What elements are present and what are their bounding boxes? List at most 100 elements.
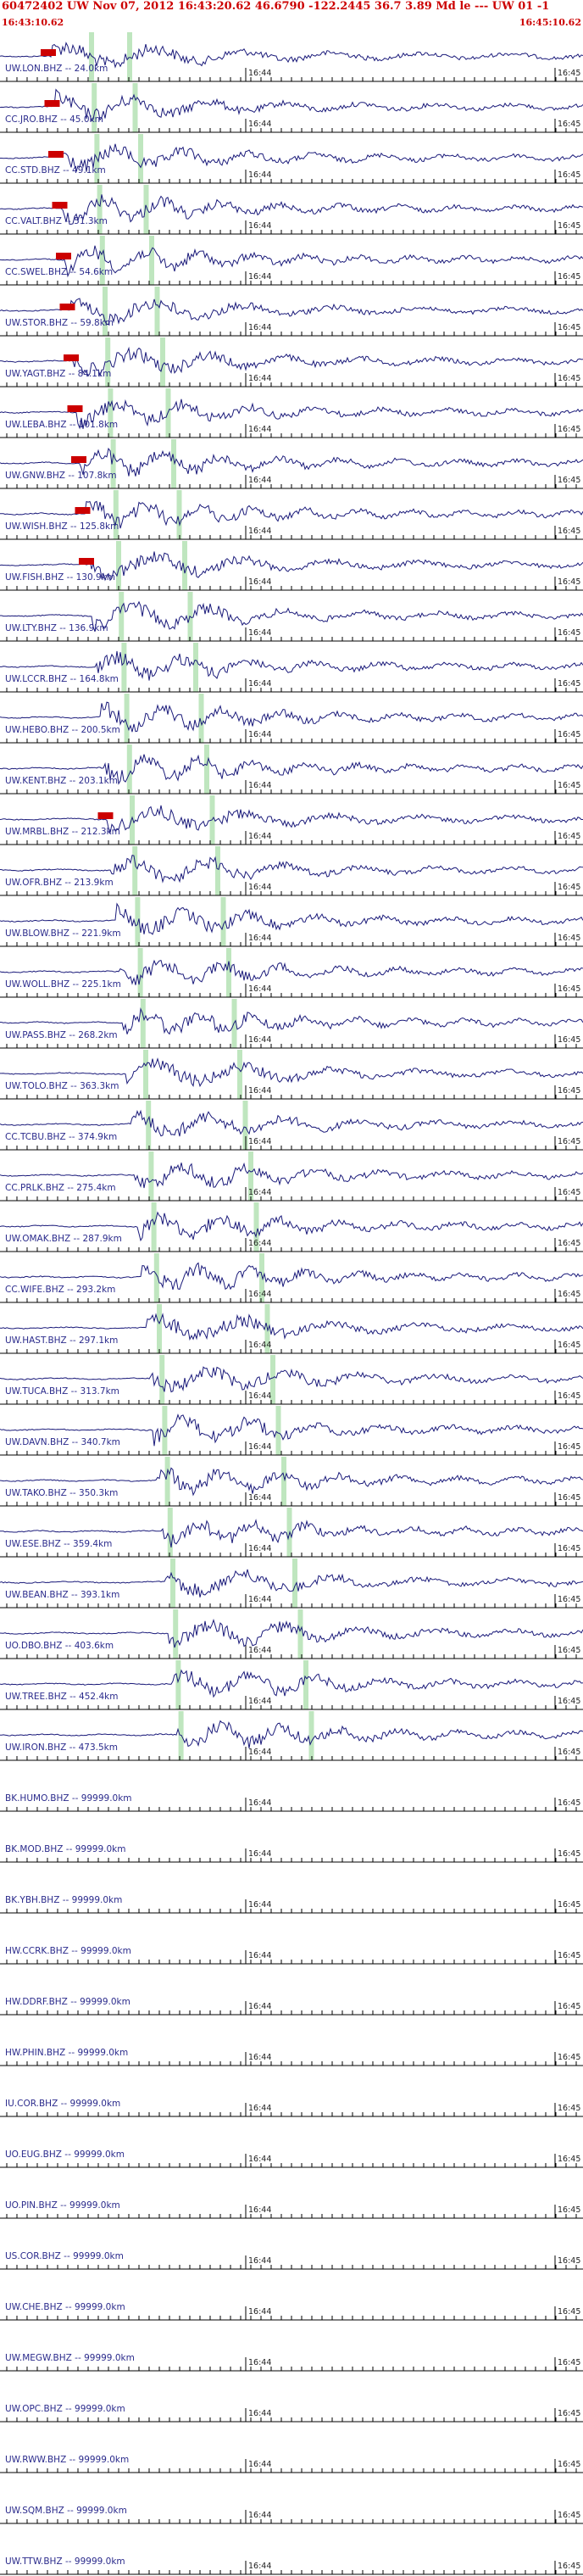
pick-marker bbox=[97, 812, 114, 819]
waveform-trace bbox=[0, 854, 583, 884]
time-label: 16:45 bbox=[558, 120, 580, 129]
waveform-trace bbox=[0, 650, 583, 681]
time-label: 16:44 bbox=[248, 2002, 271, 2011]
pick-marker bbox=[75, 507, 91, 514]
time-label: 16:45 bbox=[558, 2511, 580, 2520]
pick-marker bbox=[71, 456, 86, 463]
station-label: CC.SWEL.BHZ -- 54.6km bbox=[5, 267, 113, 277]
time-label: 16:45 bbox=[558, 69, 580, 78]
station-label: UW.TOLO.BHZ -- 363.3km bbox=[5, 1081, 119, 1091]
waveform-trace bbox=[0, 1467, 583, 1497]
station-label: BK.MOD.BHZ -- 99999.0km bbox=[5, 1844, 125, 1854]
time-label: 16:44 bbox=[248, 832, 271, 841]
p-phase-band bbox=[135, 897, 141, 946]
time-label: 16:45 bbox=[558, 1137, 580, 1146]
time-label: 16:45 bbox=[558, 1493, 580, 1503]
time-label: 16:44 bbox=[248, 1544, 271, 1553]
time-label: 16:45 bbox=[558, 323, 580, 332]
waveform-trace bbox=[0, 1262, 583, 1291]
time-label: 16:44 bbox=[248, 1391, 271, 1401]
waveform-trace bbox=[0, 1211, 583, 1242]
s-phase-band bbox=[143, 185, 149, 234]
time-label: 16:45 bbox=[558, 730, 580, 739]
p-phase-band bbox=[113, 490, 119, 539]
time-label: 16:45 bbox=[558, 527, 580, 536]
time-label: 16:45 bbox=[558, 476, 580, 485]
station-label: CC.STD.BHZ -- 49.1km bbox=[5, 165, 106, 176]
time-label: 16:45 bbox=[558, 1900, 580, 1910]
time-label: 16:44 bbox=[248, 1035, 271, 1045]
s-phase-band bbox=[308, 1711, 314, 1760]
p-phase-band bbox=[162, 1406, 168, 1455]
s-phase-band bbox=[198, 694, 204, 743]
p-phase-band bbox=[105, 337, 111, 387]
station-label: UW.OMAK.BHZ -- 287.9km bbox=[5, 1234, 122, 1244]
s-phase-band bbox=[270, 1355, 275, 1404]
pick-marker bbox=[67, 405, 83, 412]
station-label: UW.RWW.BHZ -- 99999.0km bbox=[5, 2455, 129, 2465]
station-label: HW.PHIN.BHZ -- 99999.0km bbox=[5, 2048, 128, 2058]
station-label: UW.LCCR.BHZ -- 164.8km bbox=[5, 674, 119, 684]
time-label: 16:44 bbox=[248, 2053, 271, 2062]
waveform-trace bbox=[0, 1669, 583, 1698]
time-label: 16:45 bbox=[558, 2409, 580, 2418]
time-label: 16:44 bbox=[248, 577, 271, 587]
time-label: 16:44 bbox=[248, 2155, 271, 2164]
pick-marker bbox=[52, 202, 68, 209]
station-label: UW.BEAN.BHZ -- 393.1km bbox=[5, 1590, 119, 1600]
station-label: UW.MEGW.BHZ -- 99999.0km bbox=[5, 2353, 135, 2363]
waveform-trace bbox=[0, 1109, 583, 1137]
start-time-label: 16:43:10.62 bbox=[2, 17, 64, 28]
station-label: UW.BLOW.BHZ -- 221.9km bbox=[5, 928, 121, 939]
station-label: UW.PASS.BHZ -- 268.2km bbox=[5, 1030, 118, 1040]
station-label: UW.ESE.BHZ -- 359.4km bbox=[5, 1539, 112, 1549]
station-label: UW.CHE.BHZ -- 99999.0km bbox=[5, 2302, 125, 2312]
station-label: IU.COR.BHZ -- 99999.0km bbox=[5, 2099, 120, 2109]
waveform-trace bbox=[0, 298, 583, 326]
time-label: 16:44 bbox=[248, 272, 271, 282]
p-phase-band bbox=[132, 846, 138, 895]
p-phase-band bbox=[164, 1457, 170, 1506]
time-label: 16:44 bbox=[248, 1239, 271, 1248]
time-label: 16:44 bbox=[248, 2511, 271, 2520]
time-label: 16:44 bbox=[248, 2256, 271, 2266]
waveform-trace bbox=[0, 551, 583, 582]
time-label: 16:45 bbox=[558, 170, 580, 180]
time-label: 16:44 bbox=[248, 1849, 271, 1859]
waveform-trace bbox=[0, 1006, 583, 1035]
s-phase-band bbox=[297, 1609, 303, 1659]
time-label: 16:44 bbox=[248, 1137, 271, 1146]
station-label: UW.TAKO.BHZ -- 350.3km bbox=[5, 1488, 118, 1498]
pick-marker bbox=[41, 49, 56, 56]
p-phase-band bbox=[119, 592, 125, 641]
waveform-trace bbox=[0, 1519, 583, 1547]
station-label: UW.KENT.BHZ -- 203.1km bbox=[5, 776, 118, 786]
time-label: 16:44 bbox=[248, 2104, 271, 2113]
s-phase-band bbox=[127, 32, 132, 81]
time-label: 16:45 bbox=[558, 425, 580, 434]
s-phase-band bbox=[275, 1406, 281, 1455]
station-label: CC.TCBU.BHZ -- 374.9km bbox=[5, 1132, 117, 1142]
time-label: 16:44 bbox=[248, 2460, 271, 2469]
time-label: 16:45 bbox=[558, 221, 580, 231]
time-label: 16:45 bbox=[558, 2460, 580, 2469]
waveform-trace bbox=[0, 399, 583, 430]
time-label: 16:45 bbox=[558, 628, 580, 638]
time-label: 16:45 bbox=[558, 1697, 580, 1706]
p-phase-band bbox=[140, 999, 146, 1048]
time-label: 16:45 bbox=[558, 1595, 580, 1604]
waveform-trace bbox=[0, 902, 583, 935]
time-label: 16:45 bbox=[558, 832, 580, 841]
time-label: 16:45 bbox=[558, 1544, 580, 1553]
s-phase-band bbox=[182, 541, 187, 590]
time-label: 16:44 bbox=[248, 1341, 271, 1350]
pick-marker bbox=[44, 100, 60, 107]
end-time-label: 16:45:10.62 bbox=[519, 17, 581, 28]
station-label: UW.MRBL.BHZ -- 212.3km bbox=[5, 827, 120, 837]
waveform-trace bbox=[0, 1720, 583, 1748]
waveform-trace bbox=[0, 1618, 583, 1648]
time-label: 16:44 bbox=[248, 527, 271, 536]
time-label: 16:44 bbox=[248, 984, 271, 994]
time-label: 16:44 bbox=[248, 1951, 271, 1960]
time-label: 16:44 bbox=[248, 934, 271, 943]
